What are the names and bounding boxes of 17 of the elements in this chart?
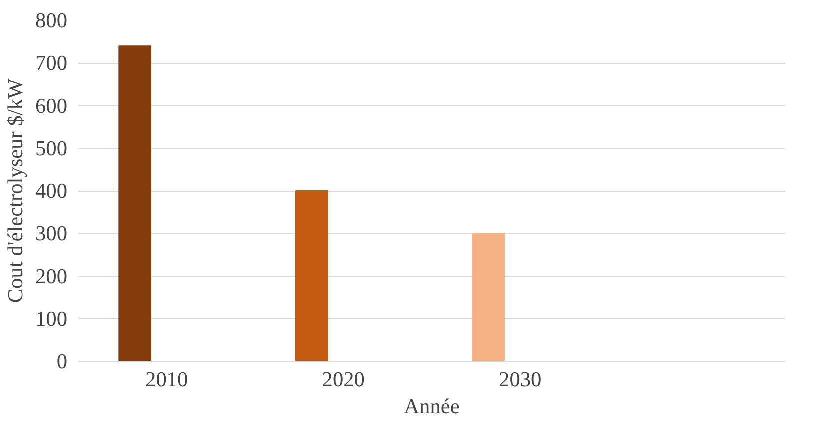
y-tick-label: 400 — [36, 179, 68, 203]
bar — [472, 233, 505, 362]
x-tick-label: 2020 — [322, 368, 365, 392]
x-axis-title: Année — [404, 394, 460, 418]
x-tick-label: 2030 — [499, 368, 542, 392]
bar — [118, 46, 152, 362]
y-axis-title: Cout d'électrolyseur $/kW — [4, 78, 28, 304]
y-tick-label: 100 — [36, 306, 68, 331]
y-tick-label: 500 — [36, 136, 68, 160]
y-tick-label: 600 — [36, 94, 68, 118]
y-tick-label: 300 — [36, 222, 68, 246]
y-tick-label: 700 — [36, 51, 68, 76]
x-tick-label: 2010 — [146, 368, 188, 392]
y-tick-label: 0 — [56, 350, 68, 374]
bar — [295, 190, 328, 362]
y-tick-label: 200 — [36, 264, 68, 288]
y-tick-label: 800 — [36, 8, 68, 32]
